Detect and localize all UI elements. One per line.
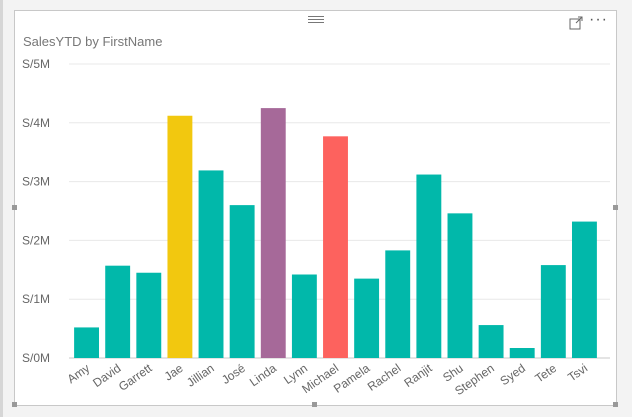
- bar-lynn[interactable]: [291, 274, 317, 358]
- x-tick-label: Tete: [532, 361, 559, 386]
- drag-handle-icon[interactable]: [307, 14, 324, 25]
- bar-rachel[interactable]: [385, 250, 411, 358]
- x-tick-label: Linda: [247, 361, 279, 389]
- x-tick-label: Jae: [162, 361, 186, 384]
- x-tick-label: Jillian: [184, 361, 217, 390]
- y-tick-label: S/4M: [22, 116, 50, 130]
- focus-mode-icon[interactable]: [569, 16, 583, 30]
- x-tick-label: Tsvi: [565, 361, 590, 384]
- y-tick-label: S/2M: [22, 233, 50, 247]
- x-tick-label: José: [219, 361, 248, 387]
- resize-handle-bottom[interactable]: [312, 402, 317, 407]
- chart-title: SalesYTD by FirstName: [23, 34, 163, 49]
- bar-jae[interactable]: [167, 115, 193, 358]
- bar-garrett[interactable]: [136, 272, 162, 358]
- y-tick-label: S/1M: [22, 292, 50, 306]
- window-left-edge: [0, 0, 3, 417]
- bar-linda[interactable]: [260, 108, 286, 358]
- resize-handle-bottom-left[interactable]: [12, 402, 17, 407]
- x-tick-label: Pamela: [331, 361, 373, 396]
- y-tick-label: S/5M: [22, 57, 50, 71]
- bar-syed[interactable]: [509, 348, 535, 358]
- x-tick-label: Syed: [497, 361, 527, 388]
- bar-shu[interactable]: [447, 213, 473, 358]
- more-options-icon[interactable]: ···: [589, 11, 608, 28]
- x-tick-label: Rachel: [365, 361, 404, 394]
- y-tick-label: S/3M: [22, 175, 50, 189]
- x-tick-label: Amy: [65, 361, 93, 386]
- bar-pamela[interactable]: [354, 278, 380, 358]
- bar-stephen[interactable]: [478, 325, 504, 358]
- bar-david[interactable]: [105, 265, 131, 358]
- bar-jillian[interactable]: [198, 170, 224, 358]
- x-tick-label: Garrett: [116, 361, 155, 394]
- resize-handle-bottom-right[interactable]: [613, 402, 618, 407]
- bar-ranjit[interactable]: [416, 174, 442, 358]
- x-tick-label: Ranjit: [401, 361, 435, 390]
- bar-tsvi[interactable]: [571, 221, 597, 358]
- bar-amy[interactable]: [74, 327, 100, 358]
- bar-jos[interactable]: [229, 205, 255, 358]
- y-tick-label: S/0M: [22, 351, 50, 365]
- resize-handle-right[interactable]: [613, 205, 618, 210]
- resize-handle-left[interactable]: [12, 205, 17, 210]
- bar-michael[interactable]: [323, 136, 348, 358]
- bar-tete[interactable]: [540, 265, 566, 358]
